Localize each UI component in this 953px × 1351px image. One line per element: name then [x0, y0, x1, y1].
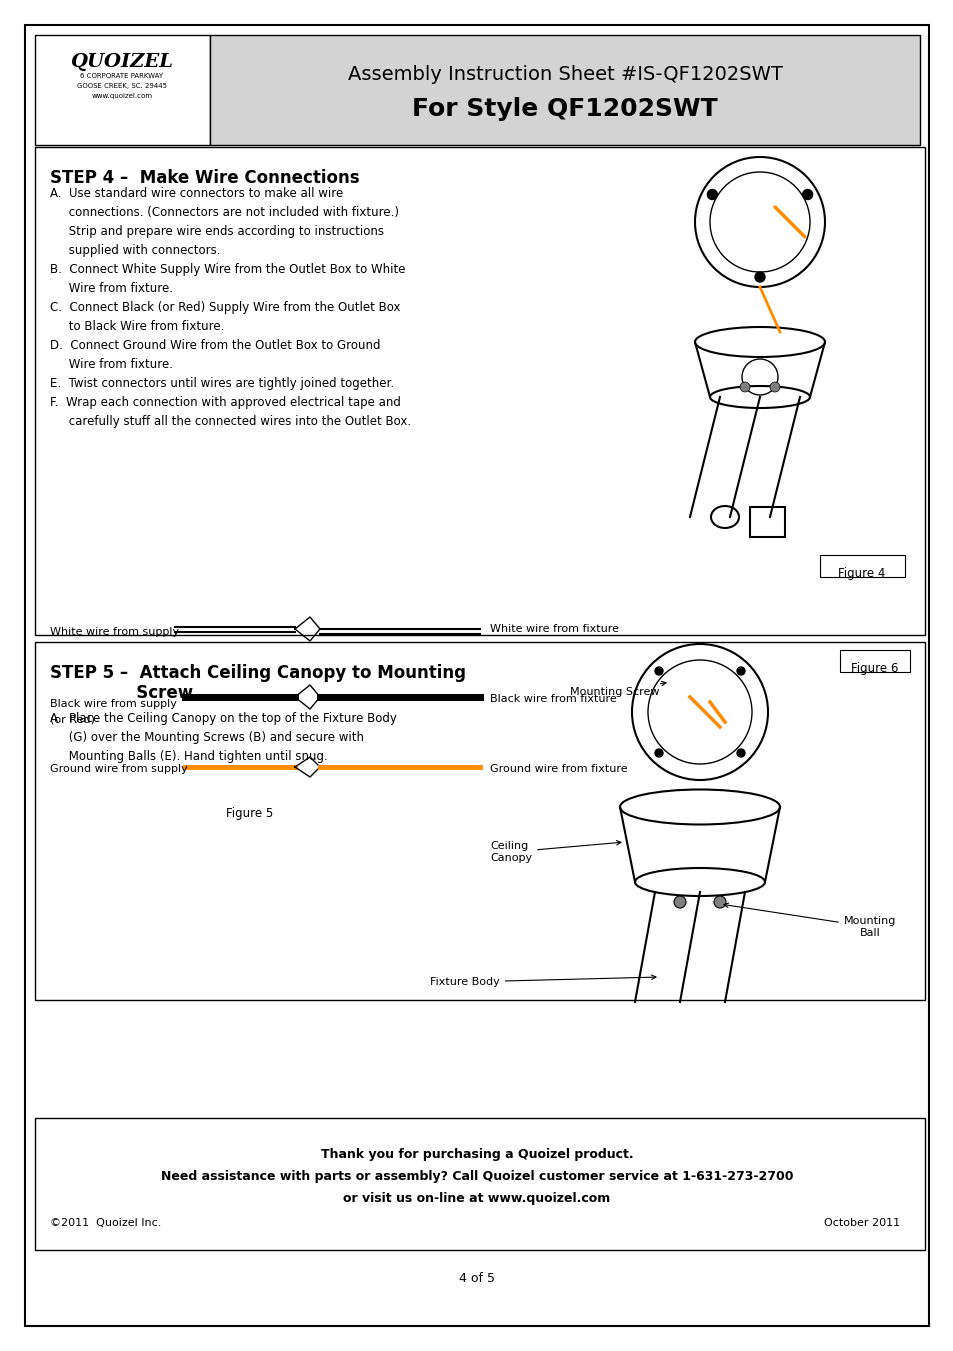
- Circle shape: [706, 189, 717, 200]
- Bar: [820, 555, 904, 577]
- Text: (or Red): (or Red): [50, 715, 94, 725]
- Text: Ceiling
Canopy: Ceiling Canopy: [490, 840, 620, 863]
- Circle shape: [740, 382, 749, 392]
- Circle shape: [737, 667, 744, 676]
- Circle shape: [673, 896, 685, 908]
- Text: www.quoizel.com: www.quoizel.com: [91, 93, 152, 99]
- Circle shape: [737, 748, 744, 757]
- Text: Mounting
Ball: Mounting Ball: [723, 902, 895, 938]
- Bar: [35, 642, 924, 1000]
- Text: or visit us on-line at www.quoizel.com: or visit us on-line at www.quoizel.com: [343, 1192, 610, 1205]
- Text: Need assistance with parts or assembly? Call Quoizel customer service at 1-631-2: Need assistance with parts or assembly? …: [161, 1170, 792, 1183]
- Text: White wire from supply: White wire from supply: [50, 627, 179, 638]
- Bar: [35, 1119, 924, 1250]
- Text: Figure 6: Figure 6: [850, 662, 898, 676]
- Text: Mounting Screw: Mounting Screw: [569, 681, 665, 697]
- Text: Thank you for purchasing a Quoizel product.: Thank you for purchasing a Quoizel produ…: [320, 1148, 633, 1161]
- Bar: [210, 35, 919, 145]
- Bar: [749, 507, 784, 536]
- Bar: [35, 147, 924, 635]
- Text: STEP 4 –  Make Wire Connections: STEP 4 – Make Wire Connections: [50, 169, 359, 186]
- Text: ©2011  Quoizel Inc.: ©2011 Quoizel Inc.: [50, 1219, 161, 1228]
- Text: Figure 5: Figure 5: [226, 807, 274, 820]
- Text: Ground wire from fixture: Ground wire from fixture: [490, 765, 627, 774]
- Circle shape: [769, 382, 780, 392]
- Text: 4 of 5: 4 of 5: [458, 1273, 495, 1285]
- Text: A.  Use standard wire connectors to make all wire
     connections. (Connectors : A. Use standard wire connectors to make …: [50, 186, 411, 428]
- Text: Screw: Screw: [50, 684, 193, 703]
- Text: White wire from fixture: White wire from fixture: [490, 624, 618, 634]
- Text: Black wire from fixture: Black wire from fixture: [490, 694, 616, 704]
- Text: Ground wire from supply: Ground wire from supply: [50, 765, 188, 774]
- Circle shape: [713, 896, 725, 908]
- Text: QUOIZEL: QUOIZEL: [71, 53, 173, 72]
- Circle shape: [655, 667, 662, 676]
- Circle shape: [801, 189, 812, 200]
- Text: A.  Place the Ceiling Canopy on the top of the Fixture Body
     (G) over the Mo: A. Place the Ceiling Canopy on the top o…: [50, 712, 396, 763]
- Bar: [35, 35, 210, 145]
- Text: STEP 5 –  Attach Ceiling Canopy to Mounting: STEP 5 – Attach Ceiling Canopy to Mounti…: [50, 663, 465, 682]
- Text: Assembly Instruction Sheet #IS-QF1202SWT: Assembly Instruction Sheet #IS-QF1202SWT: [347, 65, 781, 84]
- Bar: [210, 794, 290, 817]
- Bar: [840, 650, 909, 671]
- Text: Figure 4: Figure 4: [838, 567, 884, 580]
- Text: October 2011: October 2011: [823, 1219, 899, 1228]
- Text: For Style QF1202SWT: For Style QF1202SWT: [412, 97, 717, 122]
- Text: GOOSE CREEK, SC. 29445: GOOSE CREEK, SC. 29445: [77, 82, 167, 89]
- Circle shape: [754, 272, 764, 282]
- Circle shape: [655, 748, 662, 757]
- Text: Black wire from supply: Black wire from supply: [50, 698, 176, 709]
- Text: Fixture Body: Fixture Body: [430, 975, 656, 988]
- Text: 6 CORPORATE PARKWAY: 6 CORPORATE PARKWAY: [80, 73, 163, 78]
